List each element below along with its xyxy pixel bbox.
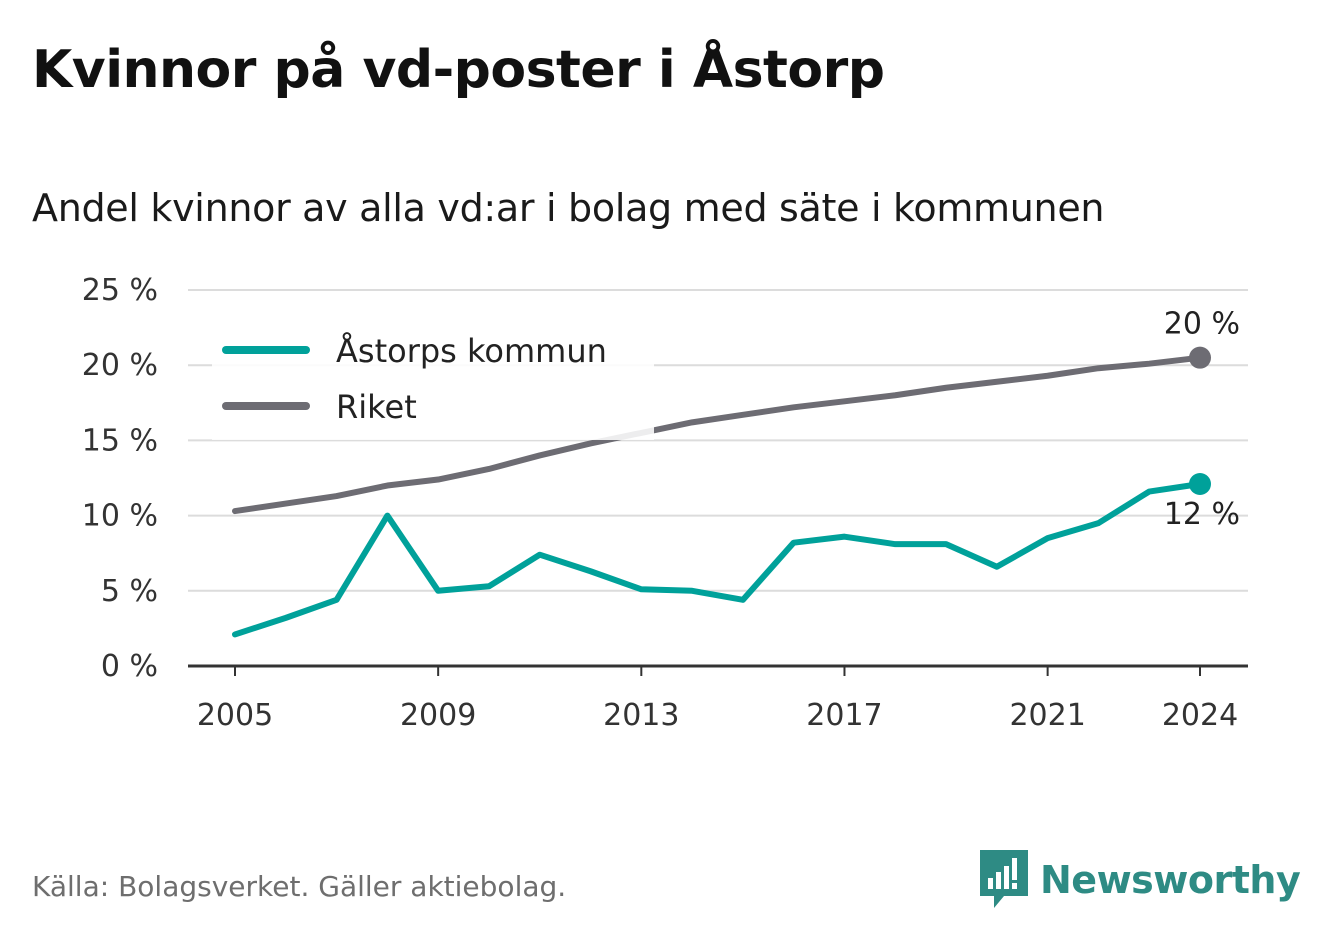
brand-logo: Newsworthy: [980, 848, 1301, 912]
end-labels: 12 % 20 %: [1164, 307, 1240, 532]
chart-title: Kvinnor på vd-poster i Åstorp: [32, 40, 885, 100]
legend-label: Åstorps kommun: [336, 332, 607, 370]
chart-subtitle: Andel kvinnor av alla vd:ar i bolag med …: [32, 186, 1105, 230]
y-tick-label: 0 %: [101, 649, 158, 684]
y-tick-label: 5 %: [101, 574, 158, 609]
series-line: [232, 354, 1203, 515]
x-tick-label: 2017: [806, 698, 882, 733]
y-tick-label: 15 %: [82, 423, 158, 458]
x-tick-label: 2009: [400, 698, 476, 733]
y-tick-label: 20 %: [82, 348, 158, 383]
x-tick-label: 2024: [1162, 698, 1238, 733]
legend-background: [212, 318, 654, 440]
newsworthy-logo-icon: [980, 850, 1028, 908]
series-lines: [232, 346, 1211, 638]
series-end-point: [1189, 473, 1211, 496]
series-line: [232, 481, 1203, 638]
x-tick-label: 2005: [197, 698, 273, 733]
end-value-label: 12 %: [1164, 497, 1240, 532]
y-tick-label: 25 %: [82, 273, 158, 308]
legend-label: Riket: [336, 388, 417, 426]
y-axis-ticks: 0 % 5 % 10 % 15 % 20 % 25 %: [82, 273, 158, 684]
brand-name: Newsworthy: [1040, 858, 1301, 902]
x-tick-label: 2013: [603, 698, 679, 733]
x-tick-label: 2021: [1009, 698, 1085, 733]
source-note: Källa: Bolagsverket. Gäller aktiebolag.: [32, 870, 567, 903]
legend: Åstorps kommun Riket: [212, 318, 654, 440]
end-value-label: 20 %: [1164, 307, 1240, 342]
y-tick-label: 10 %: [82, 499, 158, 534]
x-axis: 2005 2009 2013 2017 2021 2024: [188, 664, 1248, 733]
series-end-point: [1189, 346, 1211, 369]
